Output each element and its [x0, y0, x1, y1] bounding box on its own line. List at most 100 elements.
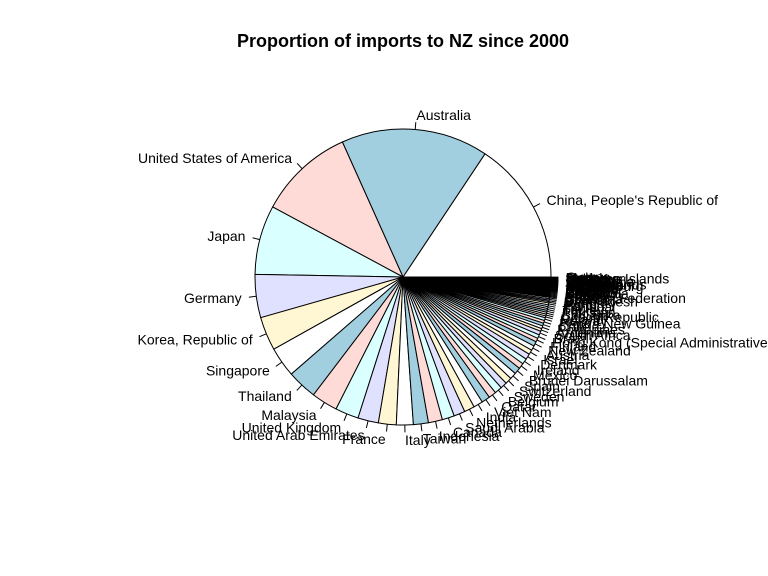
pie-label-ukraine: Ukraine — [566, 273, 614, 289]
pie-label-cambodia: Cambodia — [565, 286, 629, 302]
pie-label-thailand: Thailand — [238, 388, 292, 404]
pie-slice-australia — [341, 128, 486, 279]
pie-tick-romania — [550, 287, 558, 290]
pie-tick-japan — [252, 237, 260, 241]
pie-label-czech-republic: Czech Republic — [561, 309, 659, 325]
pie-label-singapore: Singapore — [206, 363, 270, 379]
pie-tick-egypt — [550, 289, 558, 291]
pie-slice-china-people-s-republic-of — [402, 153, 552, 278]
pie-label-viet-nam: Viet Nam — [494, 404, 551, 420]
pie-tick-ecuador — [550, 290, 558, 293]
pie-label-bangladesh: Bangladesh — [564, 294, 638, 310]
pie-label-cook-islands: Cook Islands — [566, 276, 647, 292]
pie-label-peru: Peru — [563, 297, 593, 313]
pie-label-netherlands: Netherlands — [476, 414, 552, 430]
pie-label-finland: Finland — [550, 338, 596, 354]
pie-label-kuwait: Kuwait — [565, 288, 607, 304]
pie-label-slovenia: Slovenia — [565, 281, 619, 297]
pie-label-united-kingdom: United Kingdom — [242, 420, 342, 436]
pie-label-norway: Norway — [560, 313, 607, 329]
pie-label-united-arab-emirates: United Arab Emirates — [232, 427, 364, 443]
pie-slices — [254, 128, 552, 426]
pie-tick-united-states-of-america — [296, 162, 303, 170]
pie-tick-fiji — [548, 305, 556, 308]
pie-label-canada: Canada — [453, 424, 502, 440]
pie-label-israel: Israel — [543, 352, 577, 368]
chart-title: Proportion of imports to NZ since 2000 — [237, 31, 569, 51]
pie-tick-austria — [532, 347, 540, 353]
pie-tick-philippines — [542, 324, 551, 328]
pie-tick-norway — [545, 316, 553, 320]
pie-label-estonia: Estonia — [566, 275, 613, 291]
pie-tick-saudi-arabia — [459, 413, 463, 421]
pie-tick-slovenia — [550, 287, 559, 289]
pie-tick-samoa — [550, 292, 558, 295]
pie-label-south-africa: South Africa — [555, 327, 631, 343]
pie-tick-netherlands — [469, 409, 474, 417]
pie-label-tunisia: Tunisia — [566, 272, 611, 288]
pie-tick-poland — [545, 314, 554, 318]
pie-label-philippines: Philippines — [557, 321, 625, 337]
pie-label-new-zealand: New Zealand — [548, 343, 631, 359]
pie-tick-china-people-s-republic-of — [533, 203, 541, 208]
pie-label-iran: Iran — [565, 280, 589, 296]
pie-tick-iran — [550, 286, 559, 288]
pie-tick-france — [386, 424, 388, 432]
pie-tick-indonesia — [435, 421, 438, 429]
pie-label-oman: Oman — [565, 289, 603, 305]
pie-tick-colombia — [549, 296, 558, 299]
pie-label-macao: Macao — [566, 271, 608, 287]
pie-slice-labels: China, People's Republic of Australia Unit… — [137, 107, 768, 448]
pie-label-fiji: Fiji — [563, 301, 581, 317]
pie-label-austria: Austria — [546, 347, 590, 363]
pie-tick-russian-federation — [549, 295, 558, 298]
pie-label-colombia: Colombia — [564, 291, 623, 307]
pie-label-jordan: Jordan — [566, 270, 609, 286]
pie-tick-pakistan — [547, 308, 555, 312]
pie-tick-uruguay — [550, 289, 558, 292]
pie-label-myanmar: Myanmar — [566, 270, 625, 286]
pie-label-brazil: Brazil — [554, 331, 589, 347]
pie-tick-finland — [536, 339, 544, 344]
pie-label-slovakia: Slovakia — [566, 274, 619, 290]
pie-label-samoa: Samoa — [565, 287, 610, 303]
pie-label-korea-republic-of: Korea, Republic of — [137, 332, 252, 348]
pie-label-qatar: Qatar — [501, 399, 536, 415]
pie-tick-south-africa — [541, 329, 549, 334]
pie-label-italy: Italy — [405, 432, 431, 448]
pie-tick-malaysia — [320, 402, 325, 409]
pie-tick-india — [477, 404, 483, 412]
pie-tick-papua-new-guinea — [544, 318, 553, 322]
pie-tick-israel — [530, 351, 538, 357]
pie-tick-thailand — [296, 384, 303, 391]
pie-tick-turkey — [547, 307, 556, 310]
pie-label-belgium: Belgium — [508, 393, 559, 409]
pie-label-hungary: Hungary — [564, 295, 617, 311]
pie-tick-united-arab-emirates — [365, 420, 369, 429]
pie-label-cyprus: Cyprus — [566, 269, 610, 285]
pie-label-egypt: Egypt — [565, 283, 601, 299]
pie-slice-united-states-of-america — [271, 141, 405, 279]
pie-label-ireland: Ireland — [537, 362, 580, 378]
pie-label-papua-new-guinea: Papua New Guinea — [559, 315, 681, 331]
pie-tick-korea-republic-of — [259, 333, 267, 338]
pie-label-switzerland: Switzerland — [519, 383, 591, 399]
pie-tick-brazil — [539, 332, 548, 337]
pie-label-china-people-s-republic-of: China, People's Republic of — [547, 192, 719, 208]
pie-tick-singapore — [275, 361, 283, 367]
pie-tick-mexico — [520, 365, 528, 371]
pie-tick-spain — [512, 375, 519, 382]
pie-label-greece: Greece — [564, 292, 610, 308]
pie-label-indonesia: Indonesia — [439, 428, 500, 444]
pie-label-ticks — [248, 122, 559, 433]
pie-tick-australia — [414, 122, 417, 130]
pie-tick-united-kingdom — [343, 413, 348, 421]
pie-tick-denmark — [527, 356, 535, 362]
pie-label-romania: Romania — [565, 281, 621, 297]
pie-label-india: India — [486, 409, 517, 425]
pie-label-iceland: Iceland — [566, 273, 611, 289]
pie-label-sri-lanka: Sri Lanka — [561, 307, 620, 323]
pie-label-latvia: Latvia — [566, 272, 604, 288]
pie-label-argentina: Argentina — [556, 324, 616, 340]
